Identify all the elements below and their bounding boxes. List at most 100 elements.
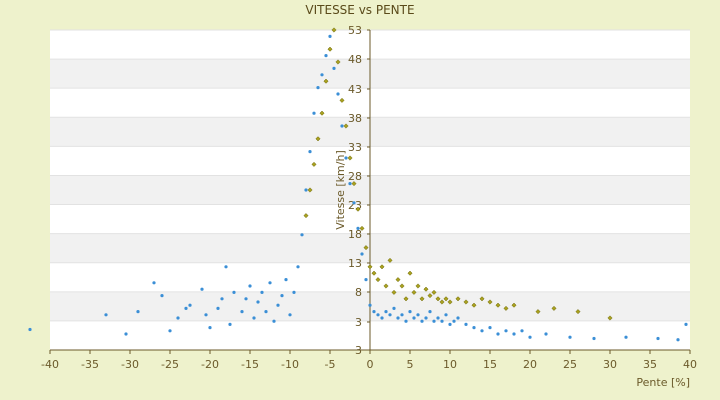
data-point xyxy=(420,319,424,323)
x-tick-label: 15 xyxy=(483,358,497,371)
data-point xyxy=(455,296,461,302)
y-axis: 338131823283338434853 xyxy=(348,24,371,357)
data-point xyxy=(452,319,456,323)
data-point xyxy=(363,245,369,251)
data-point xyxy=(428,310,432,314)
data-point xyxy=(396,316,400,320)
data-point xyxy=(504,329,508,333)
data-point xyxy=(220,297,224,301)
data-point xyxy=(392,306,396,310)
y-tick-label: 13 xyxy=(348,257,362,270)
data-point xyxy=(228,322,232,326)
x-axis: -40 -35 -30 -25 -20 -15 -10 -5 0 5 10 15 20 25 30 35 40 xyxy=(41,349,697,371)
x-tick-label: -40 xyxy=(41,358,59,371)
data-point xyxy=(400,313,404,317)
data-point xyxy=(399,283,405,289)
y-tick-label: 28 xyxy=(348,170,362,183)
data-point xyxy=(384,310,388,314)
data-point xyxy=(439,299,445,305)
data-point xyxy=(360,252,364,256)
series-olive xyxy=(303,27,613,321)
data-point xyxy=(359,225,365,231)
x-tick-label: -30 xyxy=(121,358,139,371)
x-tick-label: -5 xyxy=(325,358,336,371)
data-point xyxy=(276,303,280,307)
y-tick-label: 48 xyxy=(348,53,362,66)
data-point xyxy=(311,161,317,167)
data-point xyxy=(323,78,329,84)
x-tick-label: -20 xyxy=(201,358,219,371)
chart-title: VITESSE vs PENTE xyxy=(305,3,414,17)
data-point xyxy=(376,313,380,317)
y-tick-label: 53 xyxy=(348,24,362,37)
data-point xyxy=(463,299,469,305)
data-point xyxy=(387,257,393,263)
data-point xyxy=(244,297,248,301)
x-tick-label: 25 xyxy=(563,358,577,371)
data-point xyxy=(343,123,349,129)
y-tick-label: 23 xyxy=(348,199,362,212)
data-point xyxy=(200,287,204,291)
data-point xyxy=(160,294,164,298)
data-point xyxy=(320,73,324,77)
data-point xyxy=(168,329,172,333)
x-tick-label: 0 xyxy=(367,358,374,371)
data-point xyxy=(316,86,320,90)
data-point xyxy=(307,187,313,193)
x-tick-label: 5 xyxy=(407,358,414,371)
data-point xyxy=(624,335,628,339)
data-point xyxy=(375,277,381,283)
data-point xyxy=(364,278,368,282)
y-tick-label: 33 xyxy=(348,141,362,154)
x-tick-label: -35 xyxy=(81,358,99,371)
data-point xyxy=(339,97,345,103)
data-point xyxy=(444,313,448,317)
data-point xyxy=(136,310,140,314)
data-point xyxy=(684,322,688,326)
data-point xyxy=(332,66,336,70)
data-point xyxy=(435,296,441,302)
x-tick-label: -25 xyxy=(161,358,179,371)
data-point xyxy=(471,302,477,308)
data-point xyxy=(315,136,321,142)
x-axis-label: Pente [%] xyxy=(636,376,690,389)
data-point xyxy=(427,293,433,299)
data-point xyxy=(356,226,360,230)
data-point xyxy=(240,310,244,314)
data-point xyxy=(656,336,660,341)
data-point xyxy=(208,326,212,330)
data-point xyxy=(351,181,357,187)
data-point xyxy=(487,299,493,305)
data-point xyxy=(551,305,557,311)
data-point xyxy=(232,290,236,294)
data-point xyxy=(432,319,436,323)
data-point xyxy=(303,213,309,219)
data-point xyxy=(355,206,361,212)
data-point xyxy=(340,124,344,128)
data-point xyxy=(264,310,268,314)
series-blue xyxy=(28,34,688,342)
data-point xyxy=(512,332,516,336)
y-axis-label: Vitesse [km/h] xyxy=(334,150,347,230)
data-point xyxy=(372,310,376,314)
data-point xyxy=(383,283,389,289)
data-point xyxy=(348,182,352,186)
data-point xyxy=(395,277,401,283)
data-point xyxy=(496,332,500,336)
data-point xyxy=(408,310,412,314)
data-point xyxy=(388,313,392,317)
y-tick-label: 43 xyxy=(348,83,362,96)
data-point xyxy=(371,270,377,276)
data-point xyxy=(252,316,256,320)
y-tick-label: 38 xyxy=(348,112,362,125)
data-point xyxy=(216,306,220,310)
data-point xyxy=(503,305,509,311)
data-point xyxy=(304,188,308,192)
y-tick-label: 3 xyxy=(355,316,362,329)
data-point xyxy=(676,338,680,342)
data-point xyxy=(288,313,292,317)
data-point xyxy=(184,306,188,310)
data-point xyxy=(292,290,296,294)
data-point xyxy=(419,296,425,302)
